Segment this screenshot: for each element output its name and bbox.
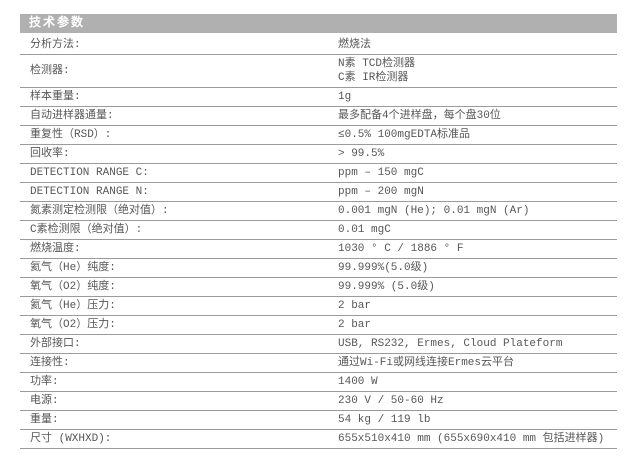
spec-value: 99.999%(5.0级) bbox=[338, 262, 429, 274]
section-header: 技术参数 bbox=[20, 14, 617, 33]
table-row: 连接性: 通过Wi-Fi或网线连接Ermes云平台 bbox=[20, 354, 617, 373]
spec-label: 自动进样器通量: bbox=[30, 110, 114, 122]
spec-label: 连接性: bbox=[30, 357, 70, 369]
table-row: 氦气（He）纯度: 99.999%(5.0级) bbox=[20, 259, 617, 278]
table-row: 氧气（O2）压力: 2 bar bbox=[20, 316, 617, 335]
table-row: 外部接口: USB, RS232, Ermes, Cloud Plateform bbox=[20, 335, 617, 354]
table-row: 氧气（O2）纯度: 99.999% (5.0级) bbox=[20, 278, 617, 297]
table-row: 自动进样器通量: 最多配备4个进样盘，每个盘30位 bbox=[20, 107, 617, 126]
spec-value: ppm – 200 mgN bbox=[338, 186, 424, 198]
spec-label: 外部接口: bbox=[30, 338, 81, 350]
spec-label: 分析方法: bbox=[30, 39, 81, 51]
spec-value: 2 bar bbox=[338, 300, 372, 312]
spec-label: DETECTION RANGE C: bbox=[30, 167, 149, 179]
table-row: 功率: 1400 W bbox=[20, 373, 617, 392]
spec-value: 燃烧法 bbox=[338, 39, 371, 51]
spec-label: 氧气（O2）压力: bbox=[30, 319, 116, 331]
spec-label: 重量: bbox=[30, 414, 59, 426]
spec-label: 氧气（O2）纯度: bbox=[30, 281, 116, 293]
table-row: 重量: 54 kg / 119 lb bbox=[20, 411, 617, 430]
spec-label: C素检测限（绝对值）: bbox=[30, 224, 143, 236]
table-row: 电源: 230 V / 50-60 Hz bbox=[20, 392, 617, 411]
spec-value: USB, RS232, Ermes, Cloud Plateform bbox=[338, 338, 563, 350]
spec-label: DETECTION RANGE N: bbox=[30, 186, 149, 198]
table-row: 回收率: > 99.5% bbox=[20, 145, 617, 164]
spec-label: 功率: bbox=[30, 376, 59, 388]
spec-value: 1g bbox=[338, 91, 352, 103]
spec-value: ppm – 150 mgC bbox=[338, 167, 424, 179]
spec-value: 1400 W bbox=[338, 376, 378, 388]
spec-label: 氦气（He）压力: bbox=[30, 300, 116, 312]
spec-label: 氮素测定检测限（绝对值）: bbox=[30, 205, 169, 217]
spec-value: 1030 ° C / 1886 ° F bbox=[338, 243, 464, 255]
spec-label: 回收率: bbox=[30, 148, 70, 160]
table-row: 燃烧温度: 1030 ° C / 1886 ° F bbox=[20, 240, 617, 259]
table-row: DETECTION RANGE N: ppm – 200 mgN bbox=[20, 183, 617, 202]
section-title: 技术参数 bbox=[29, 16, 86, 30]
table-row: 分析方法: 燃烧法 bbox=[20, 36, 617, 55]
table-row: 氦气（He）压力: 2 bar bbox=[20, 297, 617, 316]
spec-label: 检测器: bbox=[30, 65, 70, 77]
table-row: 检测器: N素 TCD检测器 C素 IR检测器 bbox=[20, 55, 617, 88]
spec-value: 655x510x410 mm (655x690x410 mm 包括进样器) bbox=[338, 433, 605, 445]
spec-value: 0.01 mgC bbox=[338, 224, 391, 236]
spec-value: ≤0.5% 100mgEDTA标准品 bbox=[338, 129, 471, 141]
spec-label: 样本重量: bbox=[30, 91, 81, 103]
spec-label: 燃烧温度: bbox=[30, 243, 81, 255]
spec-value: 0.001 mgN (He); 0.01 mgN (Ar) bbox=[338, 205, 530, 217]
table-row: 氮素测定检测限（绝对值）: 0.001 mgN (He); 0.01 mgN (A… bbox=[20, 202, 617, 221]
spec-value: 99.999% (5.0级) bbox=[338, 281, 435, 293]
table-row: C素检测限（绝对值）: 0.01 mgC bbox=[20, 221, 617, 240]
spec-label: 尺寸 (WXHXD): bbox=[30, 433, 112, 445]
spec-value: 230 V / 50-60 Hz bbox=[338, 395, 444, 407]
spec-value: 通过Wi-Fi或网线连接Ermes云平台 bbox=[338, 357, 515, 369]
table-row: 样本重量: 1g bbox=[20, 88, 617, 107]
spec-value: 最多配备4个进样盘，每个盘30位 bbox=[338, 110, 501, 122]
table-row: 尺寸 (WXHXD): 655x510x410 mm (655x690x410 m… bbox=[20, 430, 617, 449]
spec-rows: 分析方法: 燃烧法检测器: N素 TCD检测器 C素 IR检测器样本重量: 1g 自动进… bbox=[20, 36, 617, 449]
table-row: DETECTION RANGE C: ppm – 150 mgC bbox=[20, 164, 617, 183]
spec-value: N素 TCD检测器 C素 IR检测器 bbox=[338, 58, 416, 84]
spec-label: 重复性（RSD）: bbox=[30, 129, 112, 141]
spec-table: 技术参数 分析方法: 燃烧法检测器: N素 TCD检测器 C素 IR检测器样本重量:… bbox=[20, 14, 617, 449]
spec-value: 54 kg / 119 lb bbox=[338, 414, 431, 426]
spec-label: 氦气（He）纯度: bbox=[30, 262, 116, 274]
table-row: 重复性（RSD）: ≤0.5% 100mgEDTA标准品 bbox=[20, 126, 617, 145]
spec-value: 2 bar bbox=[338, 319, 372, 331]
spec-value: > 99.5% bbox=[338, 148, 385, 160]
spec-label: 电源: bbox=[30, 395, 59, 407]
